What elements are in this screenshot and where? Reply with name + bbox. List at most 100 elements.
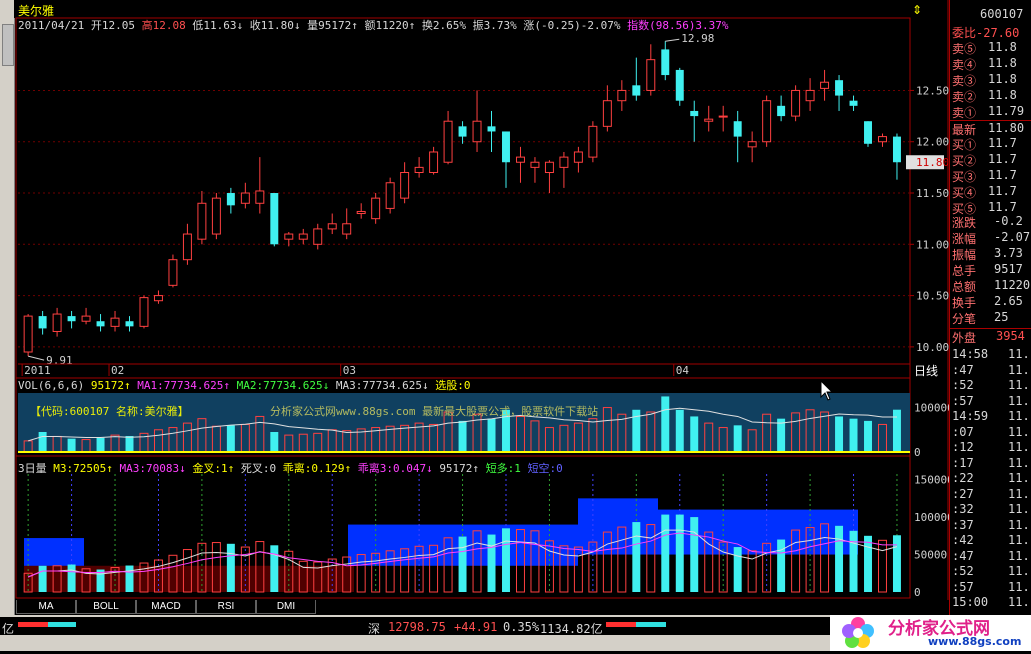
vol-legend-ma3: MA3:77734.625↓ — [335, 379, 429, 392]
ind-bar — [327, 558, 337, 593]
price-tag: 11.80 — [916, 156, 949, 169]
stat-row: 换手 2.65 — [950, 294, 1031, 310]
vol-legend-xuangu: 选股:0 — [435, 379, 471, 392]
tick-row-label: 14:59 — [952, 409, 989, 423]
candles: 12.989.91 — [23, 32, 901, 367]
tab-rsi[interactable]: RSI — [196, 600, 256, 614]
mouse-cursor-icon — [820, 380, 834, 401]
candle-body — [298, 233, 308, 240]
status-bar-red-2 — [606, 622, 636, 627]
candle-body — [414, 166, 424, 173]
ind-bar — [849, 530, 858, 592]
tick-row-value: 11. — [1008, 347, 1030, 361]
ind-bar — [458, 536, 467, 592]
ind-legend-m3: M3:72505↑ — [53, 462, 113, 475]
ind-bar — [443, 537, 453, 593]
status-change: +44.91 — [454, 620, 498, 634]
candle-body — [777, 105, 786, 117]
volume-bar — [835, 416, 844, 452]
ind-bar — [892, 535, 901, 592]
tick-row-value: 11. — [1008, 564, 1030, 578]
ind-bar — [153, 559, 163, 593]
vol-legend-name: VOL(6,6,6) — [18, 379, 85, 392]
candle-body — [747, 141, 757, 148]
tick-row-value: 11. — [1008, 378, 1030, 392]
tick-row: :52 11. — [950, 378, 1031, 393]
status-index: 12798.75 — [388, 620, 446, 634]
price-axis-label: 11.00 — [916, 238, 949, 251]
candle-body — [81, 315, 91, 322]
volume-bar — [675, 409, 684, 452]
volume-bar — [226, 425, 235, 452]
ind-legend-name: 3日量 — [18, 462, 47, 475]
tick-row-label: :57 — [952, 393, 974, 408]
buy-row-label: 买⑤ — [952, 202, 977, 216]
candle-body — [502, 131, 510, 163]
buy-row-value: 11.7 — [988, 184, 1017, 198]
candle-body — [487, 126, 496, 132]
ind-bar — [226, 543, 235, 592]
candle-body — [110, 317, 120, 327]
scroll-thumb[interactable] — [2, 24, 14, 66]
sell-row-value: 11.8 — [988, 40, 1017, 54]
tick-row: :22 11. — [950, 471, 1031, 486]
buy-row: 买② 11.7 — [950, 152, 1031, 168]
candle-body — [762, 100, 772, 143]
candle-body — [96, 321, 105, 327]
tick-row-label: :52 — [952, 564, 974, 578]
ind-legend: 3日量 M3:72505↑ MA3:70083↓ 金叉:1↑ 死叉:0 乖离:0… — [18, 460, 563, 475]
buy-row-label: 买① — [952, 138, 977, 152]
status-amount: 1134.82亿 — [540, 622, 603, 636]
chart-canvas[interactable]: ⇕ 12.989.91 12.50 12.00 11.50 11.00 10.50 10.… — [14, 0, 949, 600]
time-axis: 2011 02 03 04 日线 — [18, 363, 938, 378]
tick-row-value: 11. — [1008, 409, 1030, 423]
ind-bar — [704, 531, 714, 593]
candle-body — [646, 59, 656, 91]
tick-row-value: 11. — [1008, 362, 1030, 377]
buy-row: 买⑤ 11.7 — [950, 200, 1031, 216]
tab-macd[interactable]: MACD — [136, 600, 196, 614]
tab-boll[interactable]: BOLL — [76, 600, 136, 614]
ind-bar — [777, 539, 786, 592]
ind-bar — [835, 525, 844, 592]
ind-bar — [429, 544, 439, 593]
tick-row: 14:59 11. — [950, 409, 1031, 424]
ind-axis-label: 50000 — [914, 549, 947, 562]
tick-row-label: :27 — [952, 486, 974, 501]
ind-bar — [588, 541, 598, 593]
ind-bar — [284, 550, 294, 593]
candle-body — [472, 120, 482, 143]
candle-body — [211, 197, 221, 235]
sell-row: 卖④ 11.8 — [950, 56, 1031, 72]
price-axis-label: 10.50 — [916, 290, 949, 303]
left-scroll-strip[interactable] — [0, 0, 15, 615]
buy-row-value: 11.7 — [988, 168, 1017, 182]
candle-body — [255, 190, 265, 204]
ind-legend-duankong: 短空:0 — [527, 462, 563, 475]
ind-bar — [38, 565, 47, 592]
ind-bar — [52, 565, 62, 593]
tab-ma[interactable]: MA — [16, 600, 76, 614]
stat-row-label: 涨跌 — [952, 216, 977, 230]
candle-body — [52, 313, 62, 332]
stat-row-label: 分笔 — [952, 312, 977, 326]
tab-dmi[interactable]: DMI — [256, 600, 316, 614]
candle-body — [139, 297, 149, 327]
flower-logo-icon — [842, 617, 874, 648]
info-amount: 额11220↑ — [364, 19, 416, 32]
waipan-label: 外盘 — [952, 331, 977, 345]
band-segment — [658, 509, 858, 555]
ind-bar — [255, 541, 265, 593]
buy-row-value: 11.7 — [988, 152, 1017, 166]
candle-body — [718, 115, 728, 118]
buy-row-label: 买③ — [952, 170, 977, 184]
candle-body — [515, 156, 525, 163]
logo-url: www.88gs.com — [928, 635, 1022, 648]
volume-bar — [270, 432, 279, 452]
ind-axis-label: 150000 — [914, 474, 949, 487]
chart-title-bar: 美尔雅 — [14, 0, 911, 18]
ind-bar — [559, 545, 569, 593]
